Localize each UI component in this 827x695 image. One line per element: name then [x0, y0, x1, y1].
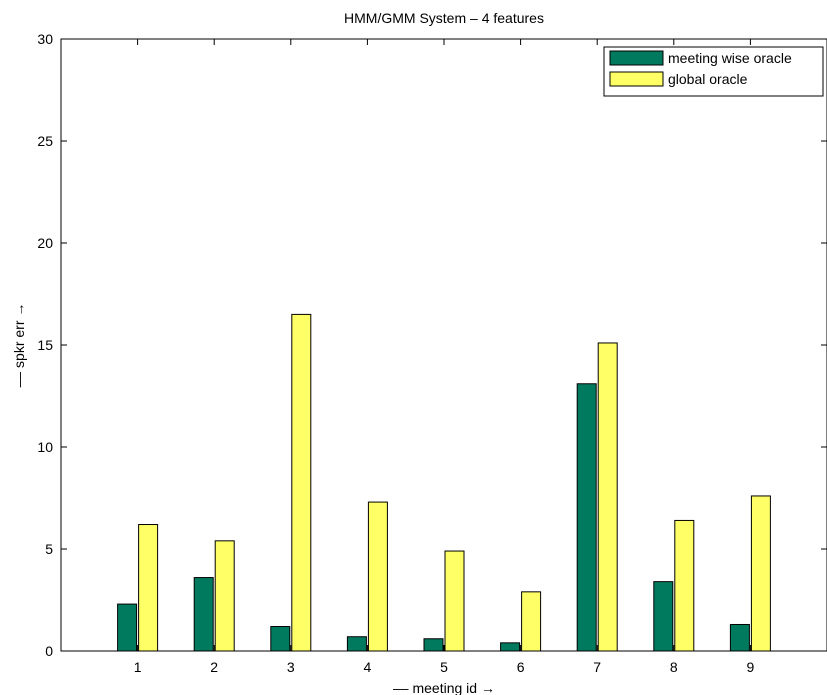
- x-tick-label: 6: [517, 659, 525, 675]
- y-tick-label: 20: [37, 235, 53, 251]
- x-tick-label: 5: [440, 659, 448, 675]
- x-tick-label: 1: [134, 659, 142, 675]
- x-tick-label: 8: [670, 659, 678, 675]
- bar-s1-cat-2: [193, 577, 214, 652]
- bar-s2-cat-4: [367, 501, 388, 652]
- y-axis-label: –– spkr err →: [11, 303, 27, 388]
- x-tick-label: 2: [210, 659, 218, 675]
- bar-s1-cat-3: [270, 626, 291, 652]
- y-tick-label: 5: [45, 541, 53, 557]
- bar-s2-cat-6: [521, 591, 542, 652]
- y-tick-label: 30: [37, 31, 53, 47]
- bar-s2-cat-7: [597, 342, 618, 652]
- y-tick-label: 25: [37, 133, 53, 149]
- legend-label-s1: meeting wise oracle: [668, 50, 792, 66]
- y-tick-label: 0: [45, 643, 53, 659]
- bar-s2-cat-2: [214, 540, 235, 652]
- legend-label-s2: global oracle: [668, 71, 748, 87]
- bar-s2-cat-8: [674, 519, 695, 652]
- y-tick-label: 15: [37, 337, 53, 353]
- bar-s1-cat-6: [500, 642, 521, 652]
- bar-s1-cat-9: [729, 623, 750, 652]
- bar-s1-cat-7: [576, 383, 597, 652]
- legend-swatch-s1: [609, 50, 664, 66]
- chart-title: HMM/GMM System – 4 features: [344, 10, 544, 26]
- bar-s2-cat-1: [138, 524, 159, 652]
- bar-s1-cat-5: [423, 638, 444, 652]
- legend-swatch-s2: [609, 71, 664, 87]
- bar-s2-cat-5: [444, 550, 465, 652]
- bar-s1-cat-8: [653, 581, 674, 652]
- legend: meeting wise oracle global oracle: [603, 46, 824, 97]
- bar-s1-cat-4: [346, 636, 367, 652]
- x-tick-label: 3: [287, 659, 295, 675]
- x-axis-label: –– meeting id →: [393, 680, 495, 695]
- x-tick-label: 7: [593, 659, 601, 675]
- x-tick-label: 4: [364, 659, 372, 675]
- bar-s2-cat-3: [291, 313, 312, 652]
- plot-area-frame: [60, 38, 827, 652]
- bar-s2-cat-9: [750, 495, 771, 652]
- y-tick-label: 10: [37, 439, 53, 455]
- bar-s1-cat-1: [117, 603, 138, 652]
- x-tick-label: 9: [747, 659, 755, 675]
